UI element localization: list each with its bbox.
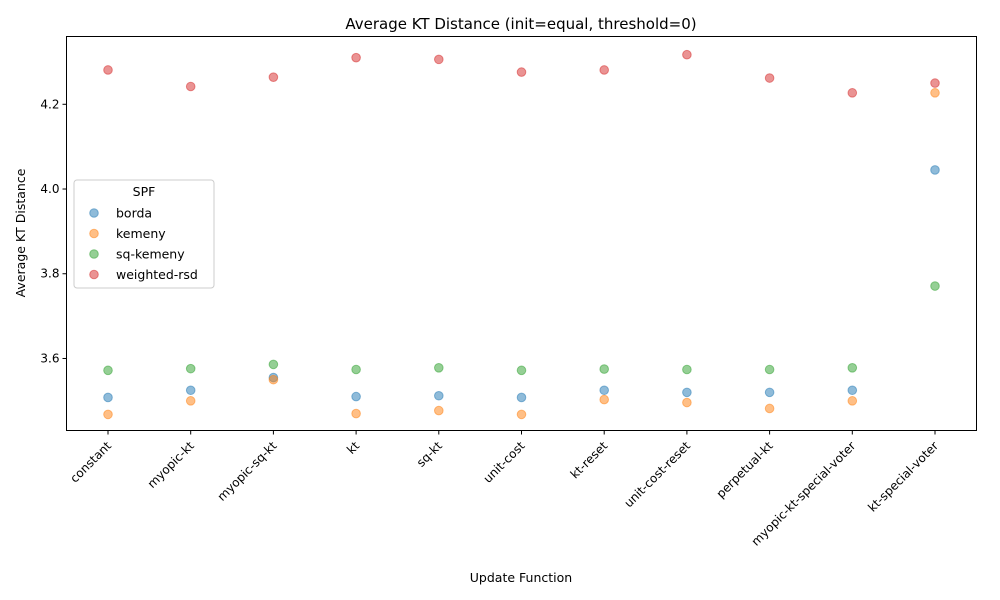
data-point-borda — [185, 385, 196, 396]
data-point-borda — [516, 392, 527, 403]
y-axis-label: Average KT Distance — [13, 168, 28, 297]
data-point-weighted-rsd — [516, 67, 527, 77]
x-tick-label: kt-special-voter — [865, 439, 941, 515]
data-point-kemeny — [930, 88, 940, 98]
x-tick-label: myopic-kt — [145, 439, 197, 491]
data-point-sq-kemeny — [268, 359, 279, 370]
data-point-sq-kemeny — [185, 363, 196, 374]
x-tick-label: kt — [344, 439, 362, 457]
data-point-sq-kemeny — [682, 364, 692, 375]
data-point-kemeny — [764, 403, 775, 414]
data-point-weighted-rsd — [268, 72, 279, 82]
data-point-weighted-rsd — [930, 78, 940, 88]
x-axis-label: Update Function — [470, 570, 572, 585]
data-point-weighted-rsd — [351, 52, 361, 63]
data-point-borda — [434, 390, 444, 401]
data-point-weighted-rsd — [103, 65, 113, 75]
x-tick-label: myopic-sq-kt — [215, 439, 280, 504]
data-point-sq-kemeny — [599, 364, 610, 374]
data-point-borda — [599, 385, 610, 396]
data-point-weighted-rsd — [847, 88, 858, 98]
data-point-sq-kemeny — [103, 365, 113, 376]
data-point-borda — [930, 165, 940, 175]
data-point-borda — [351, 391, 361, 402]
data-point-weighted-rsd — [682, 49, 692, 60]
y-tick-label: 3.8 — [40, 267, 59, 281]
y-axis-ticks: 3.6 3.8 4.0 4.2 — [40, 97, 67, 365]
x-tick-label: constant — [67, 439, 114, 486]
data-point-borda — [682, 387, 692, 398]
x-axis-ticks: constant myopic-kt myopic-sq-kt kt sq-kt unit… — [67, 430, 941, 549]
data-point-borda — [103, 392, 113, 403]
x-tick-label: perpetual-kt — [714, 439, 776, 501]
data-points — [103, 49, 940, 420]
legend-marker-kemeny — [89, 228, 99, 239]
y-tick-label: 4.0 — [40, 182, 59, 196]
legend-label-sq-kemeny: sq-kemeny — [116, 247, 185, 262]
data-point-sq-kemeny — [516, 365, 527, 376]
y-tick-label: 4.2 — [40, 97, 59, 111]
plot-frame — [66, 36, 977, 431]
legend-label-weighted-rsd: weighted-rsd — [116, 267, 198, 282]
legend-items: borda kemeny sq-kemeny weighted-rsd — [89, 206, 198, 282]
data-point-weighted-rsd — [185, 81, 196, 92]
data-point-kemeny — [103, 409, 113, 420]
x-tick-label: sq-kt — [414, 439, 445, 470]
legend-box — [73, 179, 215, 289]
data-point-kemeny — [268, 374, 279, 385]
data-point-kemeny — [185, 396, 196, 406]
data-point-kemeny — [434, 405, 444, 416]
x-tick-label: unit-cost — [481, 439, 528, 486]
data-point-weighted-rsd — [599, 65, 610, 75]
data-point-borda — [847, 385, 858, 396]
legend-marker-sq-kemeny — [89, 249, 99, 259]
legend-marker-weighted-rsd — [89, 269, 99, 280]
data-point-weighted-rsd — [434, 54, 444, 65]
x-tick-label: unit-cost-reset — [621, 439, 693, 511]
x-tick-label: kt-reset — [568, 439, 611, 482]
chart-title: Average KT Distance (init=equal, thresho… — [345, 15, 696, 33]
data-point-sq-kemeny — [847, 362, 858, 373]
legend-label-kemeny: kemeny — [116, 226, 166, 241]
legend-label-borda: borda — [116, 206, 152, 221]
legend-marker-borda — [89, 208, 99, 218]
data-point-sq-kemeny — [930, 281, 940, 291]
data-point-sq-kemeny — [434, 362, 444, 373]
data-point-sq-kemeny — [351, 364, 361, 375]
data-point-weighted-rsd — [764, 73, 775, 83]
data-point-borda — [764, 387, 775, 398]
y-tick-label: 3.6 — [40, 351, 59, 365]
legend: SPF borda kemeny sq-kemeny weighted-rsd — [73, 179, 215, 289]
data-point-kemeny — [351, 408, 361, 419]
data-point-kemeny — [847, 396, 858, 406]
data-point-kemeny — [682, 397, 692, 408]
data-point-kemeny — [599, 394, 610, 405]
data-point-sq-kemeny — [764, 364, 775, 375]
data-point-kemeny — [516, 409, 527, 420]
legend-title: SPF — [133, 184, 156, 199]
